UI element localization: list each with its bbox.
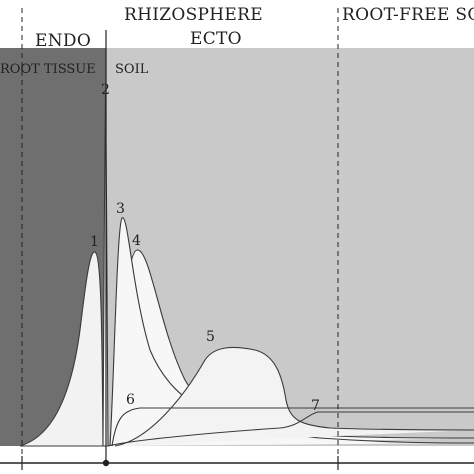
- label-root-tissue: ROOT TISSUE: [0, 62, 96, 77]
- curve-5: [114, 346, 474, 447]
- curve-label-3: 3: [116, 201, 125, 217]
- curve-7: [107, 411, 474, 447]
- label-root-free-soil: ROOT-FREE SO: [342, 5, 474, 25]
- curve-6: [111, 407, 474, 447]
- curve-label-7: 7: [311, 398, 320, 414]
- label-endo: ENDO: [35, 31, 91, 51]
- curve-1: [19, 251, 104, 447]
- curve-label-5: 5: [206, 329, 215, 345]
- curve-label-2: 2: [101, 82, 110, 98]
- label-ecto: ECTO: [190, 29, 242, 49]
- root-surface-marker: [102, 459, 110, 467]
- curve-label-1: 1: [90, 234, 99, 250]
- curve-label-4: 4: [132, 233, 141, 249]
- curve-3: [109, 217, 474, 447]
- curve-label-6: 6: [126, 392, 135, 408]
- label-soil: SOIL: [115, 62, 149, 77]
- label-rhizosphere: RHIZOSPHERE: [124, 5, 263, 25]
